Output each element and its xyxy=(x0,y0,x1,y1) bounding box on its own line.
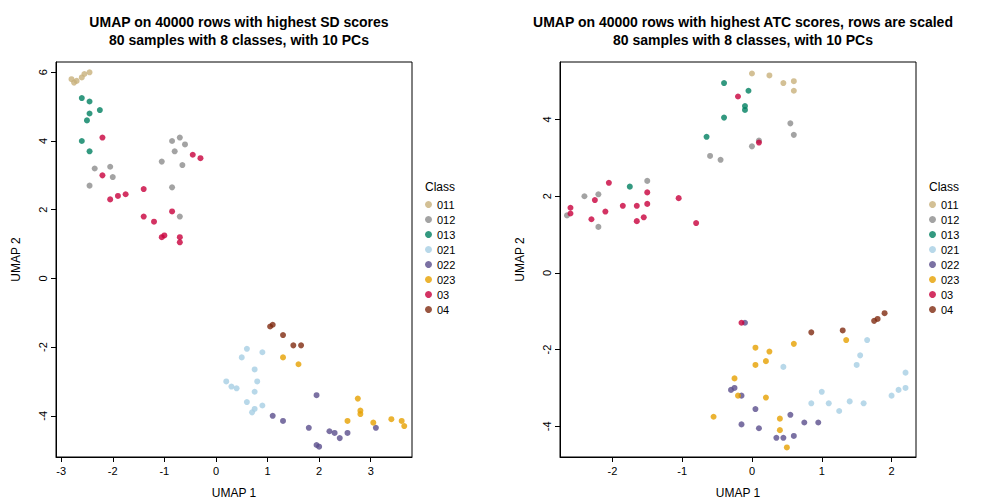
svg-text:-1: -1 xyxy=(677,465,687,477)
svg-text:UMAP 1: UMAP 1 xyxy=(212,486,257,500)
svg-text:-2: -2 xyxy=(37,342,49,352)
svg-text:011: 011 xyxy=(941,199,959,211)
svg-text:022: 022 xyxy=(941,259,959,271)
svg-text:03: 03 xyxy=(941,289,953,301)
svg-text:2: 2 xyxy=(316,465,322,477)
svg-text:023: 023 xyxy=(437,274,455,286)
svg-text:04: 04 xyxy=(941,304,953,316)
svg-text:012: 012 xyxy=(437,214,455,226)
svg-text:012: 012 xyxy=(941,214,959,226)
svg-text:Class: Class xyxy=(425,180,455,194)
svg-text:4: 4 xyxy=(541,116,553,122)
svg-text:1: 1 xyxy=(819,465,825,477)
svg-text:4: 4 xyxy=(37,138,49,144)
svg-text:Class: Class xyxy=(929,180,959,194)
svg-text:UMAP 1: UMAP 1 xyxy=(716,486,761,500)
svg-text:3: 3 xyxy=(368,465,374,477)
svg-text:2: 2 xyxy=(37,207,49,213)
svg-text:011: 011 xyxy=(437,199,455,211)
svg-text:0: 0 xyxy=(37,275,49,281)
svg-text:-4: -4 xyxy=(541,421,553,431)
svg-text:021: 021 xyxy=(941,244,959,256)
svg-text:-2: -2 xyxy=(541,345,553,355)
svg-text:0: 0 xyxy=(749,465,755,477)
svg-text:-2: -2 xyxy=(607,465,617,477)
svg-text:UMAP on 40000 rows with highes: UMAP on 40000 rows with highest ATC scor… xyxy=(533,14,953,30)
svg-text:0: 0 xyxy=(213,465,219,477)
svg-text:021: 021 xyxy=(437,244,455,256)
svg-text:UMAP 2: UMAP 2 xyxy=(513,237,527,282)
svg-text:80 samples with 8 classes, wit: 80 samples with 8 classes, with 10 PCs xyxy=(613,32,873,48)
svg-text:UMAP on 40000 rows with highes: UMAP on 40000 rows with highest SD score… xyxy=(89,14,388,30)
svg-text:-2: -2 xyxy=(108,465,118,477)
svg-text:0: 0 xyxy=(541,270,553,276)
svg-text:022: 022 xyxy=(437,259,455,271)
svg-text:023: 023 xyxy=(941,274,959,286)
svg-text:-4: -4 xyxy=(37,411,49,421)
svg-text:03: 03 xyxy=(437,289,449,301)
svg-text:UMAP 2: UMAP 2 xyxy=(9,237,23,282)
svg-text:-1: -1 xyxy=(159,465,169,477)
svg-text:013: 013 xyxy=(437,229,455,241)
svg-text:2: 2 xyxy=(889,465,895,477)
svg-text:6: 6 xyxy=(37,69,49,75)
svg-text:2: 2 xyxy=(541,193,553,199)
svg-text:04: 04 xyxy=(437,304,449,316)
svg-text:80 samples with 8 classes, wit: 80 samples with 8 classes, with 10 PCs xyxy=(109,32,369,48)
svg-text:013: 013 xyxy=(941,229,959,241)
svg-text:-3: -3 xyxy=(56,465,66,477)
svg-text:1: 1 xyxy=(264,465,270,477)
